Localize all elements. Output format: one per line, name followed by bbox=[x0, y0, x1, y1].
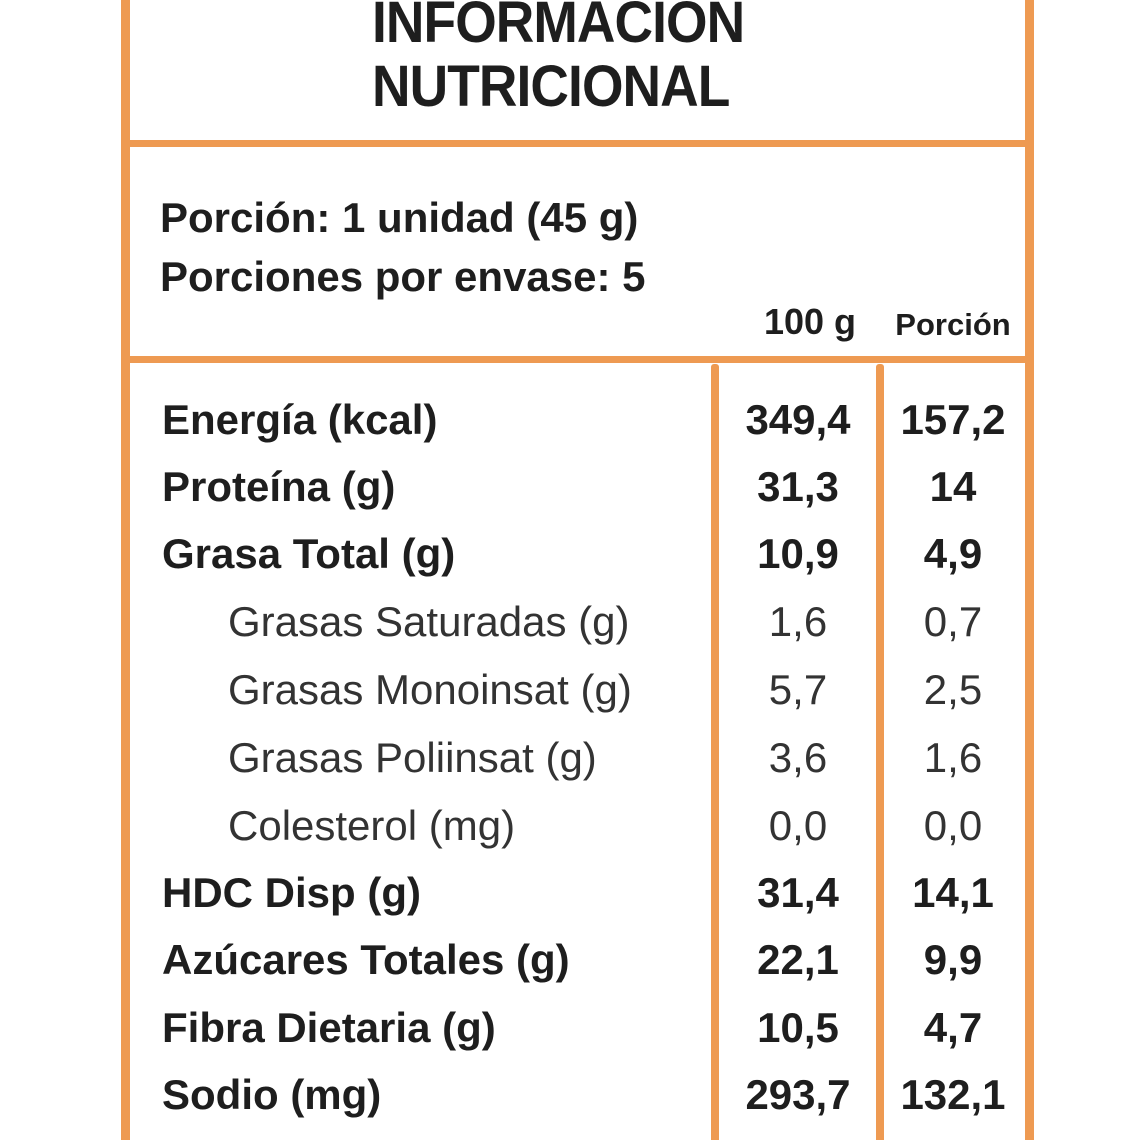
divider-header bbox=[121, 356, 1034, 363]
divider-title bbox=[121, 140, 1034, 147]
nutrient-row-cholesterol: Colesterol (mg) 0,0 0,0 bbox=[0, 796, 1140, 856]
value-per-100g: 31,4 bbox=[757, 869, 839, 916]
value-per-portion: 2,5 bbox=[923, 666, 983, 713]
nutrient-label: Colesterol (mg) bbox=[228, 802, 516, 849]
value-per-portion: 4,9 bbox=[923, 530, 983, 577]
nutrient-row-saturated-fat: Grasas Saturadas (g) 1,6 0,7 bbox=[0, 592, 1140, 652]
value-per-portion: 14,1 bbox=[912, 869, 994, 916]
value-per-100g: 22,1 bbox=[757, 936, 839, 983]
nutrient-label: Grasas Saturadas (g) bbox=[228, 598, 630, 645]
column-divider-portion bbox=[876, 364, 884, 1140]
value-per-portion: 0,7 bbox=[923, 598, 983, 645]
value-per-portion: 1,6 bbox=[923, 734, 983, 781]
value-per-100g: 349,4 bbox=[745, 396, 851, 443]
value-per-100g: 31,3 bbox=[757, 463, 839, 510]
value-per-portion: 4,7 bbox=[923, 1004, 983, 1051]
value-per-100g: 10,9 bbox=[757, 530, 839, 577]
nutrient-label: Fibra Dietaria (g) bbox=[162, 1004, 496, 1051]
value-per-portion: 9,9 bbox=[923, 936, 983, 983]
nutrient-label: Grasas Poliinsat (g) bbox=[228, 734, 597, 781]
nutrient-label: Sodio (mg) bbox=[162, 1071, 382, 1118]
nutrient-label: HDC Disp (g) bbox=[162, 869, 421, 916]
nutrient-row-total-fat: Grasa Total (g) 10,9 4,9 bbox=[0, 524, 1140, 584]
title-line1: INFORMACION bbox=[372, 0, 745, 55]
title-line2: NUTRICIONAL bbox=[372, 54, 730, 119]
nutrient-row-total-sugars: Azúcares Totales (g) 22,1 9,9 bbox=[0, 930, 1140, 990]
nutrient-row-monounsaturated-fat: Grasas Monoinsat (g) 5,7 2,5 bbox=[0, 660, 1140, 720]
nutrient-label: Proteína (g) bbox=[162, 463, 396, 510]
nutrient-label: Grasas Monoinsat (g) bbox=[228, 666, 632, 713]
value-per-100g: 10,5 bbox=[757, 1004, 839, 1051]
nutrient-row-energy: Energía (kcal) 349,4 157,2 bbox=[0, 390, 1140, 450]
portions-per-package: Porciones por envase: 5 bbox=[160, 253, 646, 300]
value-per-100g: 0,0 bbox=[768, 802, 828, 849]
value-per-100g: 293,7 bbox=[745, 1071, 851, 1118]
nutrient-row-carbohydrates: HDC Disp (g) 31,4 14,1 bbox=[0, 863, 1140, 923]
column-header-100g: 100 g bbox=[763, 301, 857, 342]
nutrient-row-dietary-fiber: Fibra Dietaria (g) 10,5 4,7 bbox=[0, 998, 1140, 1058]
nutrient-label: Grasa Total (g) bbox=[162, 530, 456, 577]
label-frame bbox=[121, 0, 1034, 1140]
nutrient-row-protein: Proteína (g) 31,3 14 bbox=[0, 457, 1140, 517]
value-per-100g: 3,6 bbox=[768, 734, 828, 781]
value-per-100g: 1,6 bbox=[768, 598, 828, 645]
value-per-portion: 14 bbox=[929, 463, 977, 510]
column-divider-100g bbox=[711, 364, 719, 1140]
value-per-portion: 132,1 bbox=[900, 1071, 1006, 1118]
nutrient-row-sodium: Sodio (mg) 293,7 132,1 bbox=[0, 1065, 1140, 1125]
value-per-portion: 157,2 bbox=[900, 396, 1006, 443]
value-per-portion: 0,0 bbox=[923, 802, 983, 849]
portion-size: Porción: 1 unidad (45 g) bbox=[160, 194, 639, 241]
column-header-portion: Porción bbox=[895, 307, 1011, 342]
nutrient-label: Azúcares Totales (g) bbox=[162, 936, 570, 983]
nutrient-label: Energía (kcal) bbox=[162, 396, 438, 443]
nutrient-row-polyunsaturated-fat: Grasas Poliinsat (g) 3,6 1,6 bbox=[0, 728, 1140, 788]
value-per-100g: 5,7 bbox=[768, 666, 828, 713]
